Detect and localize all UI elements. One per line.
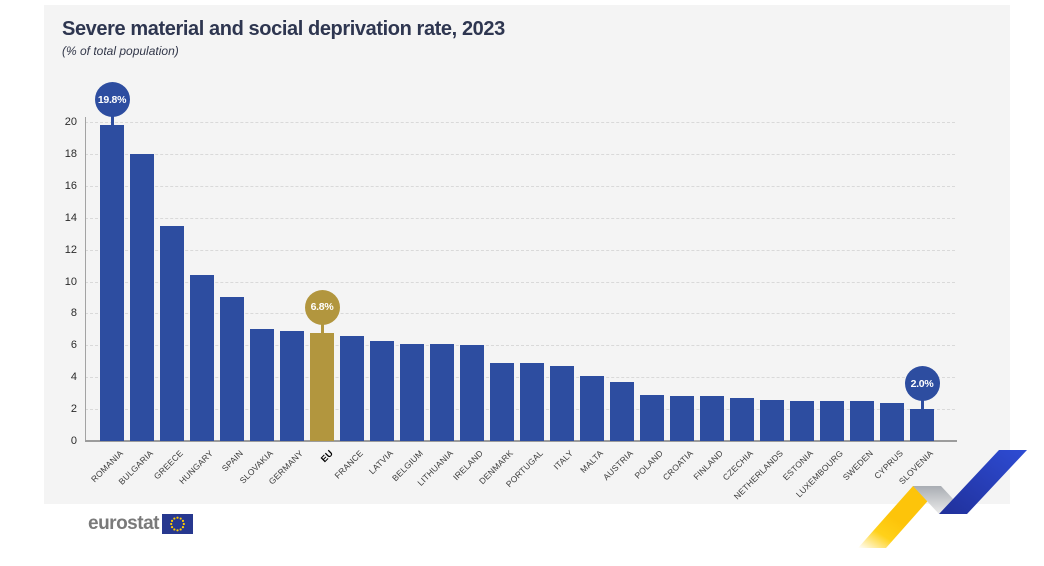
bar-eu[interactable]	[310, 332, 334, 441]
y-tick-label-10: 10	[64, 275, 77, 288]
y-axis-line	[85, 117, 86, 441]
gridline-12	[85, 249, 955, 251]
bar-cyprus[interactable]	[880, 402, 904, 441]
eu-flag-star	[173, 517, 176, 520]
ribbon-blue-segment	[939, 450, 1027, 514]
bar-bulgaria[interactable]	[130, 153, 154, 441]
eu-flag-star	[170, 526, 174, 529]
y-tick-label-20: 20	[64, 116, 77, 128]
callout-bubble-romania: 19.8%	[94, 82, 130, 118]
bar-estonia[interactable]	[790, 401, 814, 441]
y-tick-label-8: 8	[70, 307, 77, 320]
gridline-6	[85, 345, 955, 347]
y-tick-label-14: 14	[64, 211, 77, 224]
y-tick-label-4: 4	[70, 371, 77, 384]
eu-flag-star	[181, 526, 185, 529]
eu-flag-icon	[161, 514, 193, 534]
y-tick-label-2: 2	[70, 403, 77, 416]
bar-denmark[interactable]	[490, 362, 514, 441]
eu-flag-star	[181, 519, 185, 522]
eu-flag-star	[176, 516, 179, 519]
bar-france[interactable]	[340, 335, 364, 441]
gridline-16	[85, 185, 955, 187]
bar-poland[interactable]	[640, 394, 664, 441]
bar-croatia[interactable]	[670, 396, 694, 441]
chart-subtitle: (% of total population)	[62, 44, 179, 58]
y-tick-label-12: 12	[64, 243, 77, 256]
ribbon-yellow-segment	[858, 486, 941, 548]
eu-flag-star	[170, 522, 173, 526]
gridline-8	[85, 313, 955, 315]
callout-stem-romania	[110, 116, 114, 126]
bar-sweden[interactable]	[850, 401, 874, 441]
x-axis-line	[85, 440, 957, 442]
gridline-14	[85, 217, 955, 219]
eu-flag-star	[179, 528, 182, 531]
chart-title: Severe material and social deprivation r…	[62, 18, 505, 40]
y-tick-label-6: 6	[70, 339, 77, 352]
callout-stem-slovenia	[920, 400, 924, 410]
bar-lithuania[interactable]	[430, 343, 454, 441]
bar-luxembourg[interactable]	[820, 401, 844, 441]
y-tick-label-16: 16	[64, 179, 77, 192]
bar-romania[interactable]	[100, 125, 124, 441]
eu-flag-star	[182, 522, 185, 526]
gridline-18	[85, 153, 955, 155]
bar-hungary[interactable]	[190, 275, 214, 441]
bar-belgium[interactable]	[400, 343, 424, 441]
eu-flag-star	[170, 519, 174, 522]
eu-flag-star	[179, 517, 182, 520]
gridline-20	[85, 122, 955, 123]
bar-slovenia[interactable]	[910, 409, 934, 441]
y-tick-label-18: 18	[64, 147, 77, 160]
decorative-ribbon	[858, 450, 1027, 548]
bar-germany[interactable]	[280, 330, 304, 441]
bar-malta[interactable]	[580, 375, 604, 441]
eurostat-logo-text: eurostat	[88, 513, 159, 534]
bar-spain[interactable]	[220, 297, 244, 441]
callout-bubble-slovenia: 2.0%	[904, 366, 940, 402]
bar-greece[interactable]	[160, 225, 184, 441]
callout-bubble-eu: 6.8%	[304, 289, 340, 325]
eurostat-logo: eurostat	[88, 513, 193, 535]
bar-netherlands[interactable]	[760, 399, 784, 441]
bar-ireland[interactable]	[460, 345, 484, 441]
bar-latvia[interactable]	[370, 340, 394, 441]
gridline-10	[85, 281, 955, 283]
bar-slovakia[interactable]	[250, 329, 274, 441]
bar-finland[interactable]	[700, 396, 724, 441]
eu-flag-star	[173, 528, 176, 531]
eu-flag-star	[176, 529, 179, 532]
y-tick-label-0: 0	[70, 435, 77, 447]
bar-portugal[interactable]	[520, 362, 544, 441]
bar-italy[interactable]	[550, 366, 574, 441]
callout-stem-eu	[320, 323, 324, 333]
bar-czechia[interactable]	[730, 397, 754, 441]
bar-austria[interactable]	[610, 381, 634, 441]
